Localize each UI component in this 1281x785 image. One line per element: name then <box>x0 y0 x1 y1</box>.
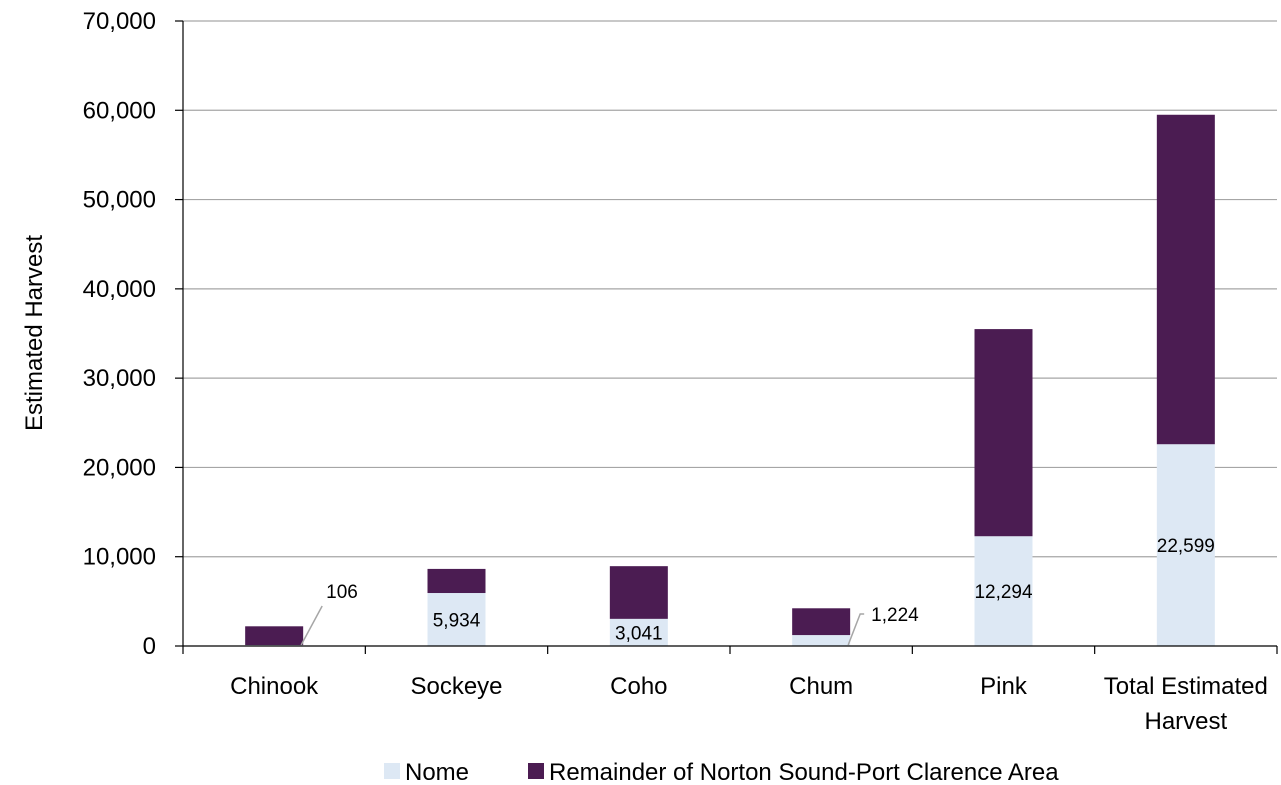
y-tick-label: 20,000 <box>83 454 156 481</box>
data-label-nome: 22,599 <box>1157 536 1215 557</box>
data-label-nome: 5,934 <box>433 611 481 632</box>
y-tick-label: 70,000 <box>83 8 156 35</box>
category-label: Harvest <box>1144 708 1227 735</box>
bar-remainder <box>427 568 486 594</box>
axes <box>182 21 1278 654</box>
legend-label: Nome <box>405 759 469 785</box>
bar-nome <box>792 635 851 646</box>
bar-nome <box>1156 444 1215 646</box>
leader-line <box>847 613 865 646</box>
category-label: Coho <box>610 673 667 700</box>
legend-label: Remainder of Norton Sound-Port Clarence … <box>549 759 1059 785</box>
legend-swatch <box>528 763 544 779</box>
leader-line <box>300 605 323 646</box>
bar-nome <box>609 618 668 646</box>
legend-swatch <box>384 763 400 779</box>
data-labels: 106 5,934 3,041 1,224 12,294 22,599 <box>300 536 1215 646</box>
y-tick-label: 30,000 <box>83 365 156 392</box>
legend: Nome Remainder of Norton Sound-Port Clare… <box>384 759 1059 785</box>
bar-remainder <box>245 626 304 646</box>
data-label-nome: 3,041 <box>615 623 663 644</box>
bar-nome <box>974 536 1033 646</box>
category-label: Sockeye <box>410 673 502 700</box>
y-tick-labels: 0 10,000 20,000 30,000 40,000 50,000 60,000 70,… <box>83 8 156 660</box>
bar-remainder <box>974 329 1033 537</box>
data-label-nome: 12,294 <box>974 582 1033 603</box>
y-tick-label: 0 <box>143 633 156 660</box>
bar-remainder <box>609 566 668 619</box>
gridlines <box>175 20 1277 647</box>
data-label-nome: 1,224 <box>871 605 919 626</box>
y-axis-title: Estimated Harvest <box>21 235 48 431</box>
category-label: Chinook <box>230 673 319 700</box>
category-label: Chum <box>789 673 853 700</box>
category-label: Pink <box>980 673 1028 700</box>
y-tick-label: 60,000 <box>83 97 156 124</box>
bar-remainder <box>1156 114 1215 445</box>
category-labels: Chinook Sockeye Coho Chum Pink Total Estimate… <box>230 673 1268 735</box>
y-tick-label: 10,000 <box>83 544 156 571</box>
y-tick-label: 40,000 <box>83 276 156 303</box>
y-tick-label: 50,000 <box>83 187 156 214</box>
data-label-nome: 106 <box>326 582 358 603</box>
bar-remainder <box>792 608 851 636</box>
category-label: Total Estimated <box>1104 673 1268 700</box>
bars <box>245 114 1215 646</box>
bar-nome <box>427 593 486 646</box>
